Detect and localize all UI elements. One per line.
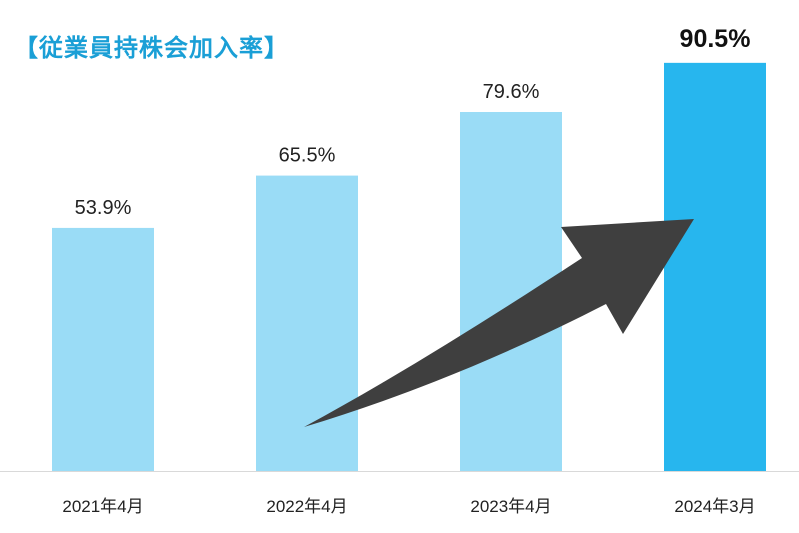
bar-4 (664, 62, 766, 471)
data-label-3: 79.6% (483, 81, 540, 103)
bars-group (52, 62, 766, 471)
trend-arrow-icon (304, 219, 694, 427)
bar-2 (256, 175, 358, 471)
value-labels-group: 53.9% 65.5% 79.6% 90.5% (75, 25, 751, 219)
tick-labels-group: 2021年4月 2022年4月 2023年4月 2024年3月 (62, 497, 755, 516)
trend-arrow-group (304, 219, 694, 427)
data-label-2: 65.5% (279, 145, 336, 167)
x-tick-label-3: 2023年4月 (470, 497, 551, 516)
data-label-1: 53.9% (75, 197, 132, 219)
chart-title: 【従業員持株会加入率】 (14, 34, 289, 62)
x-tick-label-2: 2022年4月 (266, 497, 347, 516)
x-tick-label-4: 2024年3月 (674, 497, 755, 516)
bar-1 (52, 227, 154, 471)
x-tick-label-1: 2021年4月 (62, 497, 143, 516)
data-label-4: 90.5% (680, 25, 751, 53)
